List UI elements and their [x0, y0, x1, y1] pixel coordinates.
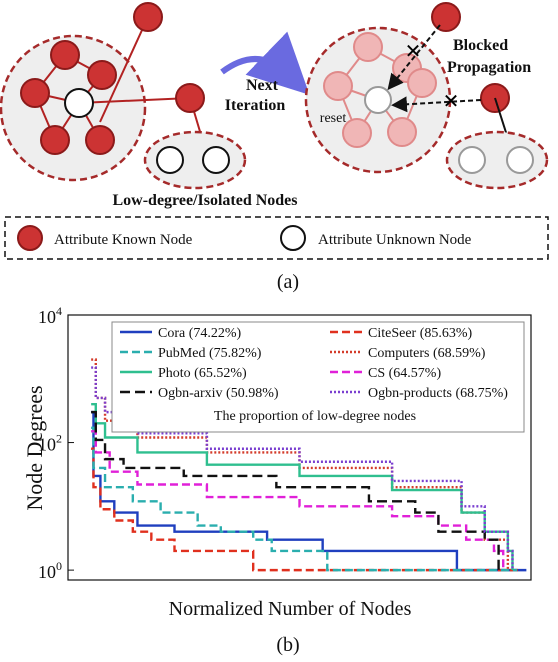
faded-unknown-node	[458, 146, 486, 174]
plot-frame	[67, 314, 532, 581]
faded-known-node	[342, 118, 372, 148]
caption-b: (b)	[276, 634, 299, 656]
legend-label-6: Ogbn-arxiv (50.98%)	[158, 386, 279, 401]
chart-legend-box	[111, 321, 525, 433]
panel-b: 100 102 104 Node Degrees Normalized Number…	[22, 304, 532, 656]
series-line-7	[91, 366, 514, 571]
blocked-arrow-top	[387, 24, 441, 91]
known-node	[87, 60, 117, 90]
reset-node	[364, 86, 392, 114]
chart-legend: Cora (74.22%) CiteSeer (85.63%) PubMed (75…	[120, 326, 508, 401]
y-ticks: 100 102 104	[38, 304, 74, 582]
next-label: Next	[246, 77, 279, 94]
known-node	[175, 83, 205, 113]
panel-a: Low-degree/Isolated Nodes Next Iteration…	[0, 2, 549, 293]
faded-known-node	[323, 71, 353, 101]
legend-known-swatch	[17, 225, 43, 251]
unknown-node	[64, 88, 94, 118]
faded-unknown-node	[506, 146, 534, 174]
legend-label-3: Computers (68.59%)	[368, 346, 486, 361]
x-axis-label: Normalized Number of Nodes	[169, 598, 412, 620]
blocked-arrow-right	[391, 96, 482, 113]
known-node	[20, 78, 50, 108]
y-tick-label: 102	[38, 432, 62, 455]
y-axis-label: Node Degrees	[22, 385, 47, 510]
faded-known-node	[353, 32, 383, 62]
legend-label-1: CiteSeer (85.63%)	[368, 326, 473, 341]
unknown-node	[156, 146, 184, 174]
series-lines	[91, 358, 527, 572]
legend-label-5: CS (64.57%)	[368, 366, 441, 381]
series-line-2	[91, 426, 518, 572]
legend-label-7: Ogbn-products (68.75%)	[368, 386, 508, 401]
next-iteration-arrow	[220, 31, 310, 95]
block-cross-icon: ✕	[443, 91, 460, 113]
known-node	[133, 2, 163, 32]
series-line-5	[91, 430, 505, 571]
y-tick-label: 100	[38, 559, 62, 582]
legend-label-4: Photo (65.52%)	[158, 366, 247, 381]
series-line-6	[91, 410, 500, 571]
series-line-1	[91, 447, 522, 572]
unknown-node	[202, 146, 230, 174]
legend-unknown-swatch	[280, 225, 306, 251]
iteration-label: Iteration	[225, 97, 286, 114]
low-degree-label: Low-degree/Isolated Nodes	[112, 192, 297, 209]
blocked-label: Blocked	[453, 37, 508, 54]
known-node	[50, 40, 80, 70]
node-legend-box	[4, 216, 549, 260]
legend-label-2: PubMed (75.82%)	[158, 346, 262, 361]
known-node	[40, 125, 70, 155]
faded-known-node	[387, 117, 417, 147]
series-line-0	[91, 410, 527, 572]
faded-known-node	[407, 68, 437, 98]
block-cross-icon: ✕	[405, 41, 422, 63]
legend-unknown-label: Attribute Unknown Node	[318, 232, 472, 248]
propagation-label: Propagation	[447, 59, 531, 76]
legend-label-0: Cora (74.22%)	[158, 326, 242, 341]
known-node	[431, 2, 461, 32]
known-node	[85, 125, 115, 155]
legend-note: The proportion of low-degree nodes	[214, 409, 416, 424]
y-tick-label: 104	[38, 304, 62, 327]
caption-a: (a)	[277, 271, 299, 293]
legend-known-label: Attribute Known Node	[54, 232, 193, 248]
reset-label: reset	[320, 111, 347, 126]
